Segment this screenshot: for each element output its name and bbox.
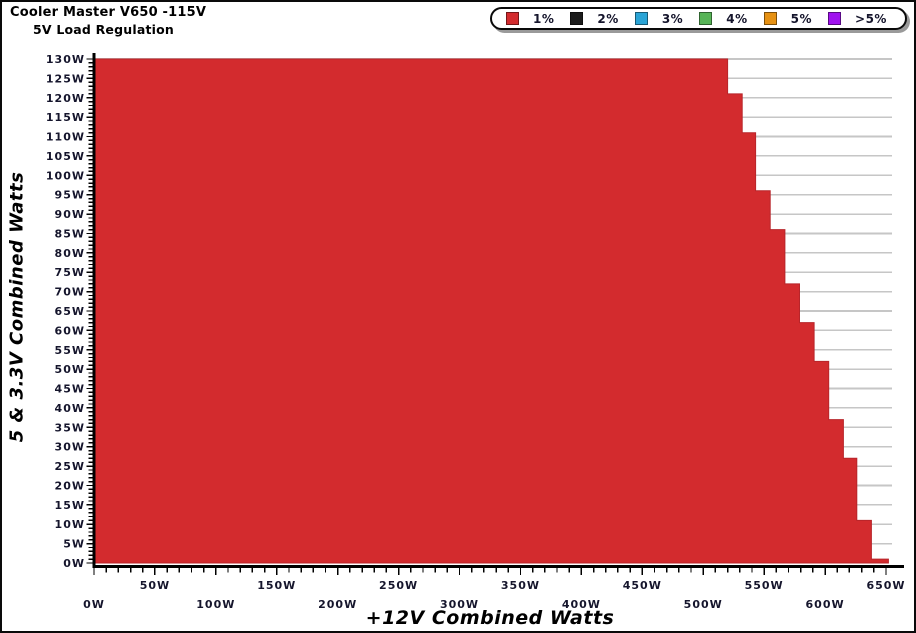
legend-swatch-icon — [763, 12, 777, 25]
y-tick-label: 5W — [63, 538, 85, 551]
y-tick-label: 85W — [55, 227, 85, 240]
legend-swatch-icon — [699, 12, 713, 25]
y-tick-label: 90W — [55, 208, 85, 221]
x-tick-label: 250W — [379, 579, 418, 592]
legend-item-3%: 3% — [634, 11, 684, 26]
y-tick-label: 75W — [55, 266, 85, 279]
y-tick-label: 125W — [46, 72, 85, 85]
y-tick-label: 70W — [55, 286, 85, 299]
legend-label: 1% — [533, 11, 555, 26]
legend-item-1%: 1% — [506, 12, 554, 26]
y-tick-label: 0W — [63, 557, 85, 570]
y-tick-label: 25W — [55, 460, 85, 473]
y-axis-title: 5 & 3.3V Combined Watts — [6, 171, 28, 443]
y-tick-label: 50W — [55, 363, 85, 376]
legend-item-4%: 4% — [699, 12, 747, 26]
y-tick-label: 130W — [46, 53, 85, 66]
y-tick-label: 110W — [46, 131, 85, 144]
legend-swatch-icon — [828, 12, 842, 25]
x-tick-label: 50W — [140, 579, 170, 592]
y-tick-label: 115W — [46, 111, 85, 124]
x-tick-label: 550W — [745, 579, 784, 592]
x-tick-label: 200W — [318, 598, 357, 611]
y-tick-label: 10W — [55, 518, 85, 531]
regulation-area — [94, 58, 889, 564]
legend-item-5%: 5% — [763, 11, 812, 26]
y-tick-label: 95W — [55, 189, 85, 202]
y-tick-label: 55W — [55, 344, 85, 357]
x-tick-label: 500W — [684, 598, 723, 611]
legend-swatch-icon — [506, 12, 519, 25]
legend-label: 4% — [726, 11, 748, 26]
legend-swatch-icon — [570, 12, 584, 25]
legend-label: 3% — [661, 11, 684, 26]
y-tick-label: 35W — [55, 421, 85, 434]
legend-label: 5% — [790, 11, 812, 26]
y-tick-label: 15W — [55, 499, 85, 512]
legend-swatch-icon — [634, 12, 648, 25]
y-tick-label: 30W — [55, 441, 85, 454]
x-tick-label: 150W — [257, 579, 296, 592]
y-tick-label: 45W — [55, 383, 85, 396]
y-tick-label: 20W — [55, 479, 85, 492]
x-tick-label: 450W — [623, 579, 662, 592]
y-tick-label: 40W — [55, 402, 85, 415]
legend-item-gt5%: >5% — [828, 12, 887, 26]
y-tick-label: 80W — [55, 247, 85, 260]
y-tick-label: 120W — [46, 92, 85, 105]
x-tick-label: 300W — [440, 598, 479, 611]
y-tick-label: 60W — [55, 324, 85, 337]
x-axis-title: +12V Combined Watts — [365, 607, 615, 629]
legend-label: 2% — [597, 11, 619, 26]
x-tick-label: 350W — [501, 579, 540, 592]
legend-item-2%: 2% — [570, 12, 618, 26]
chart-subtitle: 5V Load Regulation — [33, 22, 175, 37]
x-tick-label: 650W — [866, 579, 905, 592]
y-tick-label: 65W — [55, 305, 85, 318]
x-tick-label: 600W — [806, 598, 845, 611]
legend-label: >5% — [855, 11, 887, 26]
y-tick-label: 100W — [46, 169, 85, 182]
legend: 1% 2% 3% 4% 5% >5% — [490, 7, 907, 30]
x-tick-label: 400W — [562, 598, 601, 611]
y-tick-label: 105W — [46, 150, 85, 163]
chart-title: Cooler Master V650 -115V — [10, 5, 207, 20]
x-tick-label: 100W — [196, 598, 235, 611]
x-tick-label: 0W — [83, 598, 105, 611]
